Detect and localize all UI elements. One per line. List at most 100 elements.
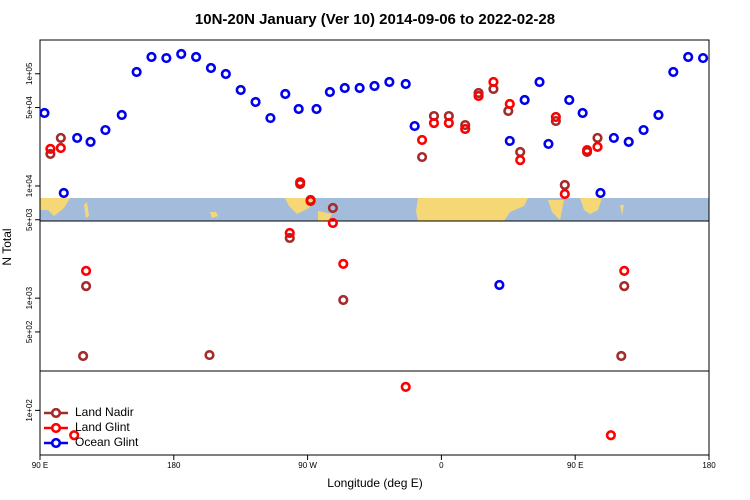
- x-axis-label: Longitude (deg E): [327, 476, 422, 490]
- point: [311, 103, 322, 115]
- x-tick-label: 180: [167, 461, 181, 470]
- legend-label: Ocean Glint: [75, 435, 139, 449]
- point: [305, 195, 316, 207]
- point: [72, 132, 83, 144]
- point: [595, 187, 606, 199]
- point: [384, 76, 395, 88]
- point: [543, 138, 554, 150]
- plot-frame: [39, 39, 710, 456]
- point: [280, 88, 291, 100]
- chart-title: 10N-20N January (Ver 10) 2014-09-06 to 2…: [195, 11, 555, 28]
- point: [564, 94, 575, 106]
- point: [354, 82, 365, 94]
- point: [592, 132, 603, 144]
- y-tick-label: 1e+05: [25, 62, 34, 85]
- x-tick-label: 90 W: [298, 461, 317, 470]
- point: [58, 187, 69, 199]
- legend-marker: [50, 407, 62, 419]
- point: [45, 143, 56, 154]
- point: [416, 134, 428, 146]
- point: [55, 132, 66, 144]
- point: [204, 349, 215, 361]
- y-tick-label: 1e+04: [25, 174, 34, 197]
- point: [369, 80, 380, 92]
- y-tick-label: 5e+04: [25, 96, 34, 119]
- point: [191, 51, 202, 63]
- point: [265, 112, 276, 124]
- point: [284, 227, 295, 239]
- point: [473, 90, 484, 102]
- point: [668, 66, 679, 78]
- legend-label: Land Nadir: [75, 405, 134, 419]
- point: [80, 265, 92, 276]
- point: [235, 84, 246, 96]
- point: [116, 109, 127, 121]
- y-tick-label: 5e+03: [25, 208, 34, 231]
- point: [515, 146, 526, 158]
- point: [146, 51, 157, 63]
- point: [504, 98, 515, 110]
- point: [494, 279, 505, 291]
- legend-marker: [50, 437, 62, 449]
- x-tick-label: 90 E: [567, 461, 583, 470]
- point: [338, 294, 349, 306]
- point: [697, 52, 709, 64]
- point: [619, 281, 630, 292]
- point: [581, 144, 593, 156]
- point: [550, 115, 561, 127]
- point: [409, 120, 420, 132]
- point: [428, 117, 440, 129]
- x-tick-label: 0: [439, 461, 444, 470]
- point: [69, 430, 80, 441]
- point: [293, 103, 304, 115]
- point: [161, 52, 172, 64]
- point: [324, 86, 336, 98]
- point: [220, 68, 231, 80]
- point: [250, 96, 261, 108]
- point: [592, 141, 603, 152]
- point: [616, 350, 627, 362]
- point: [39, 107, 50, 119]
- point: [100, 124, 111, 136]
- point: [577, 107, 588, 119]
- point: [550, 111, 561, 123]
- map-strip: [40, 198, 709, 372]
- point: [327, 217, 338, 229]
- point: [416, 151, 428, 163]
- point: [504, 135, 515, 147]
- point: [55, 142, 66, 154]
- point: [638, 124, 649, 136]
- point: [488, 76, 499, 88]
- point: [400, 78, 411, 90]
- point: [623, 136, 634, 148]
- point: [284, 232, 295, 244]
- point: [131, 66, 142, 78]
- point: [45, 148, 56, 160]
- point: [519, 94, 530, 106]
- y-tick-label: 1e+03: [25, 286, 34, 309]
- legend-marker: [50, 422, 62, 434]
- point: [327, 202, 338, 214]
- point: [605, 430, 616, 441]
- point: [295, 177, 306, 188]
- point: [619, 265, 630, 276]
- point: [339, 82, 350, 94]
- point: [515, 155, 526, 166]
- point: [80, 281, 92, 292]
- point: [85, 136, 96, 148]
- point: [653, 109, 664, 121]
- point: [460, 119, 471, 131]
- x-tick-label: 90 E: [32, 461, 48, 470]
- point: [559, 188, 570, 200]
- point: [534, 76, 545, 88]
- point: [443, 117, 454, 129]
- point: [608, 132, 619, 144]
- point: [205, 62, 217, 74]
- point: [338, 258, 349, 270]
- legend-label: Land Glint: [75, 420, 130, 434]
- point: [460, 123, 471, 135]
- x-tick-label: 180: [702, 461, 716, 470]
- point: [683, 51, 694, 63]
- y-tick-label: 1e+02: [25, 399, 34, 422]
